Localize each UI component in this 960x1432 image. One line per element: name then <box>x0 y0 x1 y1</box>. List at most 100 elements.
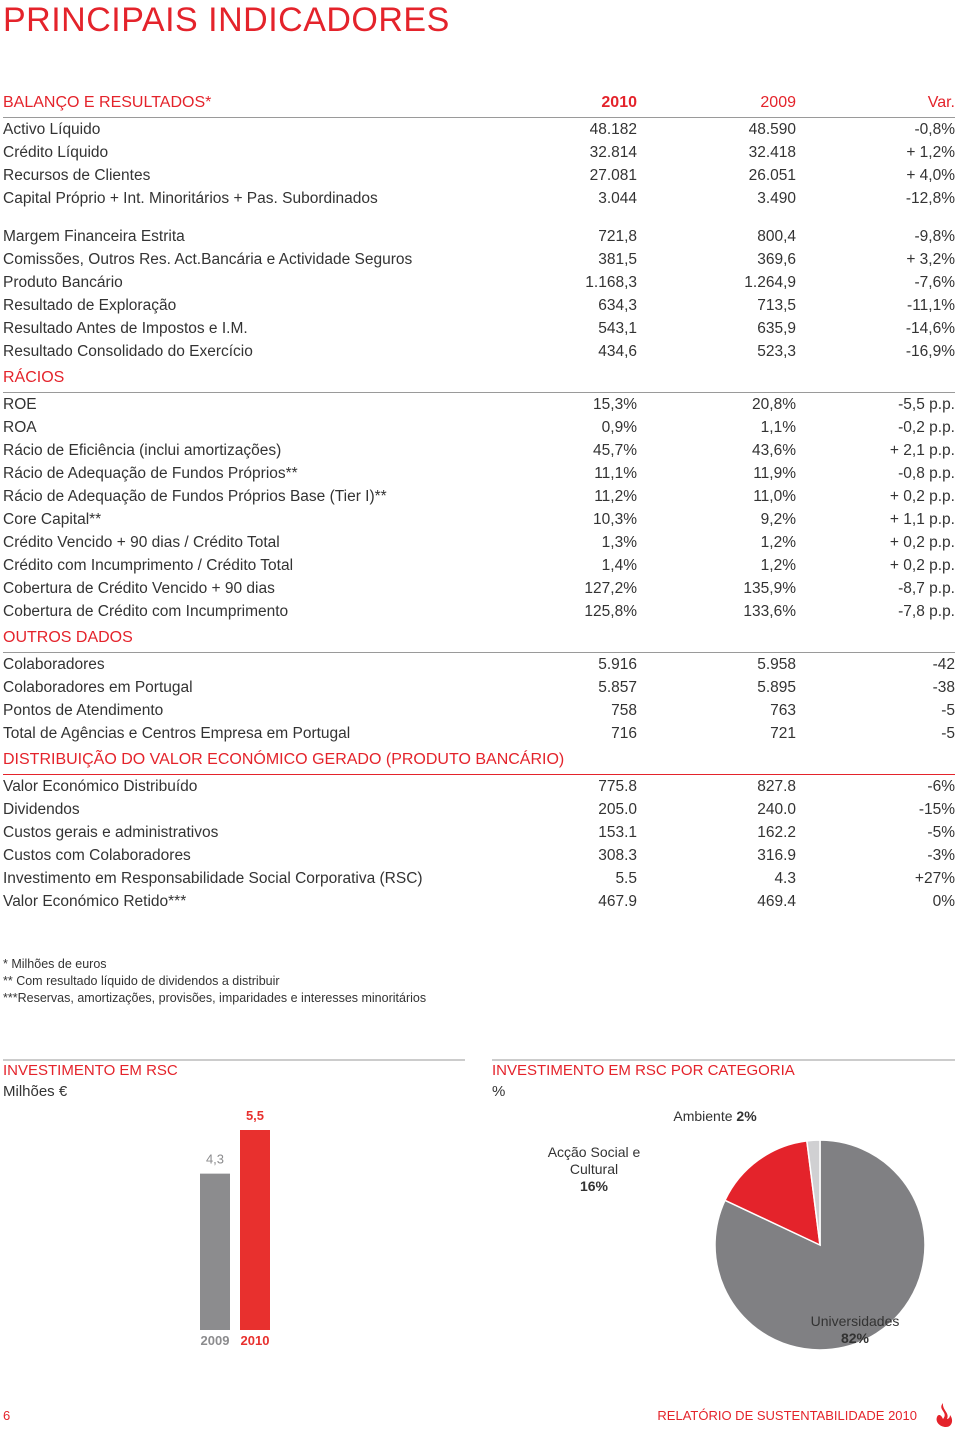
cell: 133,6% <box>743 603 796 620</box>
table-row: Crédito Vencido + 90 dias / Crédito Tota… <box>3 531 955 554</box>
table-row: Core Capital** 10,3% 9,2% + 1,1 p.p. <box>3 508 955 531</box>
footnote: * Milhões de euros <box>3 957 107 971</box>
cell: 634,3 <box>598 297 637 314</box>
cell: 205.0 <box>598 801 637 818</box>
cell: 469.4 <box>757 893 796 910</box>
row-label: ROE <box>3 396 37 413</box>
cell: + 1,2% <box>906 144 955 161</box>
row-label: Comissões, Outros Res. Act.Bancária e Ac… <box>3 251 413 268</box>
cell: -42 <box>932 656 955 673</box>
x-tick-label: 2010 <box>241 1333 270 1348</box>
row-label: Margem Financeira Estrita <box>3 228 185 245</box>
category-label: Universidades <box>810 1313 900 1329</box>
table-row: Margem Financeira Estrita 721,8 800,4 -9,8% <box>3 225 955 248</box>
pie-slice <box>723 1139 821 1247</box>
x-tick-label: 2009 <box>201 1333 230 1348</box>
cell: -9,8% <box>914 228 956 245</box>
cell: 48.182 <box>589 121 637 138</box>
cell: 758 <box>611 702 637 719</box>
cell: 127,2% <box>584 580 637 597</box>
logo <box>936 1403 953 1427</box>
table-row: Activo Líquido 48.182 48.590 -0,8% <box>3 118 955 141</box>
cell: 48.590 <box>748 121 796 138</box>
category-label: Acção Social e Cultural <box>547 1144 641 1177</box>
cell: 5.958 <box>757 656 796 673</box>
table-row: Investimento em Responsabilidade Social … <box>3 867 955 890</box>
cell: 135,9% <box>743 580 796 597</box>
cell: 1.264,9 <box>744 274 796 291</box>
section-header: BALANÇO E RESULTADOS* 2010 2009 Var. <box>3 88 955 118</box>
table-row: Resultado Consolidado do Exercício 434,6 5… <box>3 340 955 363</box>
page-number: 6 <box>3 1408 11 1423</box>
row-label: Resultado Antes de Impostos e I.M. <box>3 320 248 337</box>
cell: 369,6 <box>757 251 796 268</box>
cell: 11,1% <box>594 465 637 482</box>
table-row: Pontos de Atendimento 758 763 -5 <box>3 699 955 722</box>
cell: 26.051 <box>748 167 796 184</box>
cell: 15,3% <box>593 396 637 413</box>
cell: 32.814 <box>589 144 637 161</box>
cell: +27% <box>914 870 955 887</box>
column-header: Var. <box>927 94 955 111</box>
cell: 721,8 <box>598 228 637 245</box>
row-label: Valor Económico Retido*** <box>3 893 187 910</box>
table-row: Custos com Colaboradores 308.3 316.9 -3% <box>3 844 955 867</box>
value-label: 16% <box>579 1178 609 1194</box>
row-label: Valor Económico Distribuído <box>3 778 198 795</box>
table-row: ROA 0,9% 1,1% -0,2 p.p. <box>3 416 955 439</box>
row-label: Rácio de Adequação de Fundos Próprios Ba… <box>3 488 387 505</box>
cell: 775.8 <box>598 778 637 795</box>
chart-title: INVESTIMENTO EM RSC POR CATEGORIA <box>492 1062 795 1079</box>
cell: 721 <box>770 725 796 742</box>
cell: 10,3% <box>593 511 637 528</box>
table-row: Rácio de Eficiência (inclui amortizações… <box>3 439 955 462</box>
cell: + 3,2% <box>906 251 955 268</box>
row-label: Crédito Líquido <box>3 144 109 161</box>
cell: -5% <box>927 824 955 841</box>
cell: -16,9% <box>905 343 955 360</box>
row-label: Activo Líquido <box>3 121 101 138</box>
cell: 0% <box>932 893 955 910</box>
slice-label: Ambiente 2% <box>660 1108 770 1125</box>
row-label: Colaboradores em Portugal <box>3 679 193 696</box>
cell: -11,1% <box>907 297 955 314</box>
cell: 716 <box>611 725 637 742</box>
value-label: 2% <box>736 1108 757 1124</box>
category-label: Ambiente <box>673 1108 733 1124</box>
row-label: Crédito Vencido + 90 dias / Crédito Tota… <box>3 534 280 551</box>
table-row: Cobertura de Crédito com Incumprimento 12… <box>3 600 955 623</box>
cell: 3.490 <box>757 190 796 207</box>
table-row: ROE 15,3% 20,8% -5,5 p.p. <box>3 393 955 416</box>
cell: 20,8% <box>752 396 796 413</box>
slice-label: Universidades 82% <box>790 1313 920 1347</box>
cell: -8,7 p.p. <box>898 580 955 597</box>
row-label: Recursos de Clientes <box>3 167 151 184</box>
bar <box>200 1173 230 1330</box>
section-header: OUTROS DADOS <box>3 623 955 653</box>
cell: + 1,1 p.p. <box>889 511 955 528</box>
chart-subtitle: Milhões € <box>3 1083 68 1100</box>
section: RÁCIOS ROE 15,3% 20,8% -5,5 p.p. ROA 0,9% 1,1% -… <box>3 363 955 623</box>
column-header: 2010 <box>601 94 637 111</box>
cell: -0,2 p.p. <box>898 419 955 436</box>
cell: 827.8 <box>757 778 796 795</box>
table-row: Total de Agências e Centros Empresa em P… <box>3 722 955 745</box>
cell: + 0,2 p.p. <box>889 557 955 574</box>
table-row: Comissões, Outros Res. Act.Bancária e Ac… <box>3 248 955 271</box>
cell: 763 <box>770 702 796 719</box>
cell: -5 <box>941 702 955 719</box>
cell: 162.2 <box>757 824 796 841</box>
page-title: PRINCIPAIS INDICADORES <box>3 1 450 39</box>
cell: + 0,2 p.p. <box>889 488 955 505</box>
cell: 5.916 <box>598 656 637 673</box>
section: DISTRIBUIÇÃO DO VALOR ECONÓMICO GERADO (… <box>3 745 955 913</box>
table-row: Colaboradores 5.916 5.958 -42 <box>3 653 955 676</box>
table-row: Resultado Antes de Impostos e I.M. 543,1 6… <box>3 317 955 340</box>
cell: -3% <box>927 847 955 864</box>
cell: 45,7% <box>593 442 637 459</box>
cell: -38 <box>932 679 955 696</box>
cell: -6% <box>927 778 955 795</box>
row-label: Rácio de Adequação de Fundos Próprios** <box>3 465 298 482</box>
cell: 1,1% <box>760 419 796 436</box>
